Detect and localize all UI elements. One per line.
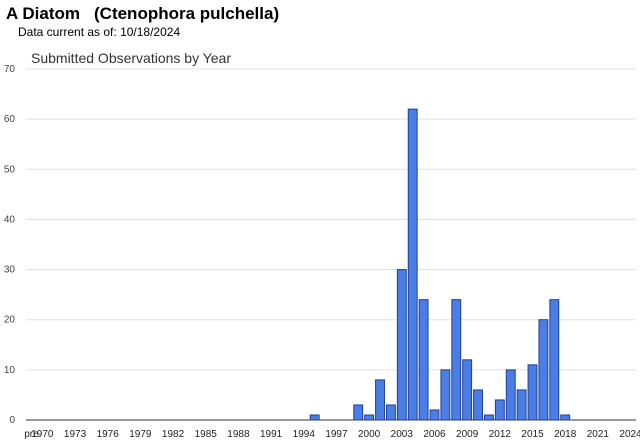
bar-2005 [418, 299, 429, 421]
bar-2014 [516, 389, 527, 421]
x-tick-label-1997: 1997 [325, 429, 348, 440]
x-tick-label-2021: 2021 [587, 429, 610, 440]
x-tick-label-1973: 1973 [64, 429, 87, 440]
bar-2009 [462, 359, 473, 421]
bar-2010 [473, 389, 484, 421]
x-tick-label-2015: 2015 [521, 429, 544, 440]
y-tick-label-20: 20 [4, 315, 16, 326]
bar-1995 [309, 414, 320, 421]
bar-2004 [407, 108, 418, 421]
bar-1999 [353, 404, 364, 421]
chart-title: Submitted Observations by Year [31, 50, 231, 66]
y-tick-label-60: 60 [4, 114, 16, 125]
bar-2008 [451, 299, 462, 421]
x-tick-label-2018: 2018 [554, 429, 577, 440]
x-tick-label-2012: 2012 [489, 429, 512, 440]
x-tick-label-1985: 1985 [195, 429, 218, 440]
data-date-prefix: Data current as of: [18, 25, 117, 39]
bar-2015 [527, 364, 538, 421]
bar-2003 [396, 269, 407, 421]
y-tick-label-70: 70 [4, 64, 16, 75]
x-tick-label-2009: 2009 [456, 429, 479, 440]
y-tick-label-40: 40 [4, 214, 16, 225]
x-tick-label-pre: pre [24, 429, 39, 440]
bar-2007 [440, 369, 451, 421]
x-tick-label-1994: 1994 [293, 429, 316, 440]
y-axis: 0 10 20 30 40 50 60 70 [4, 64, 16, 426]
data-date-value: 10/18/2024 [120, 25, 181, 39]
chart-bars [309, 108, 571, 421]
bar-2000 [364, 414, 375, 421]
data-date: Data current as of: 10/18/2024 [18, 25, 180, 39]
bar-2011 [484, 414, 494, 421]
bar-2013 [505, 369, 516, 421]
bar-2012 [494, 399, 505, 421]
x-tick-label-1970: 1970 [31, 429, 54, 440]
page-title: A Diatom (Ctenophora pulchella) [6, 4, 279, 24]
x-tick-label-1988: 1988 [227, 429, 250, 440]
bar-2016 [538, 319, 549, 421]
x-tick-label-1991: 1991 [260, 429, 283, 440]
bar-2018 [560, 414, 571, 421]
bar-2002 [385, 404, 396, 421]
chart-gridlines [26, 68, 636, 421]
species-scientific-name: (Ctenophora pulchella) [94, 4, 280, 23]
bar-2001 [375, 379, 385, 421]
x-tick-label-2003: 2003 [391, 429, 414, 440]
x-tick-label-1976: 1976 [97, 429, 120, 440]
x-tick-label-2006: 2006 [423, 429, 446, 440]
y-tick-label-50: 50 [4, 164, 16, 175]
y-tick-label-0: 0 [9, 415, 15, 426]
x-tick-label-1979: 1979 [129, 429, 152, 440]
species-common-name: A Diatom [6, 4, 80, 23]
bar-2017 [549, 299, 560, 421]
x-tick-label-2000: 2000 [358, 429, 381, 440]
bar-2006 [429, 409, 440, 421]
y-tick-label-10: 10 [4, 365, 16, 376]
x-tick-label-2024: 2024 [619, 429, 640, 440]
y-tick-label-30: 30 [4, 265, 16, 276]
x-tick-label-1982: 1982 [162, 429, 185, 440]
